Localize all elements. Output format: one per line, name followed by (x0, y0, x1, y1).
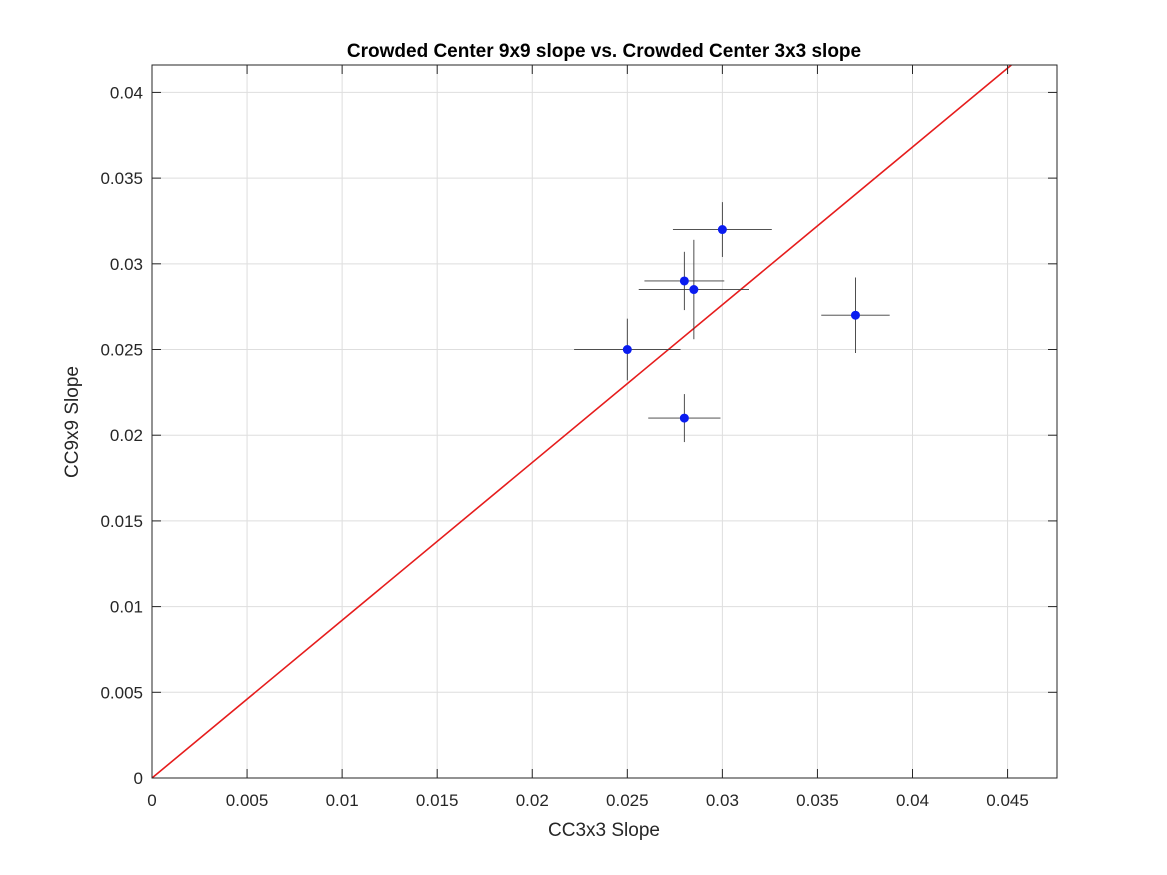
reference-line (151, 64, 1012, 779)
data-point (622, 345, 632, 355)
y-tick-label: 0.02 (110, 426, 143, 445)
x-tick-label: 0.02 (516, 791, 549, 810)
y-tick-label: 0 (134, 769, 143, 788)
x-axis-title: CC3x3 Slope (548, 820, 660, 841)
y-tick-label: 0.015 (100, 512, 143, 531)
x-tick-label: 0.045 (986, 791, 1029, 810)
y-tick-label: 0.005 (100, 683, 143, 702)
y-tick-label: 0.04 (110, 83, 143, 102)
y-tick-label: 0.03 (110, 255, 143, 274)
x-tick-label: 0.035 (796, 791, 839, 810)
data-point (717, 225, 727, 235)
x-tick-label: 0.005 (226, 791, 269, 810)
y-axis-title: CC9x9 Slope (62, 366, 83, 478)
x-tick-label: 0.025 (606, 791, 649, 810)
x-tick-label: 0.01 (326, 791, 359, 810)
x-tick-label: 0.03 (706, 791, 739, 810)
ticks (151, 65, 1057, 779)
plot-area (152, 65, 1057, 778)
y-tick-label: 0.035 (100, 169, 143, 188)
y-tick-label: 0.01 (110, 598, 143, 617)
data-point (689, 285, 699, 295)
x-tick-label: 0.015 (416, 791, 459, 810)
x-tick-label: 0.04 (896, 791, 929, 810)
point-layer (622, 225, 860, 423)
data-point (679, 276, 689, 286)
y-tick-label: 0.025 (100, 341, 143, 360)
x-tick-label: 0 (147, 791, 156, 810)
reference-line-layer (151, 64, 1012, 779)
chart-title: Crowded Center 9x9 slope vs. Crowded Cen… (347, 41, 861, 62)
axes-box (151, 64, 1058, 779)
data-point (850, 310, 860, 320)
tick-labels: 0 0.005 0.01 0.015 0.02 0.025 0.03 0.035 0.04 0.0… (100, 83, 1028, 810)
data-point (679, 413, 689, 423)
